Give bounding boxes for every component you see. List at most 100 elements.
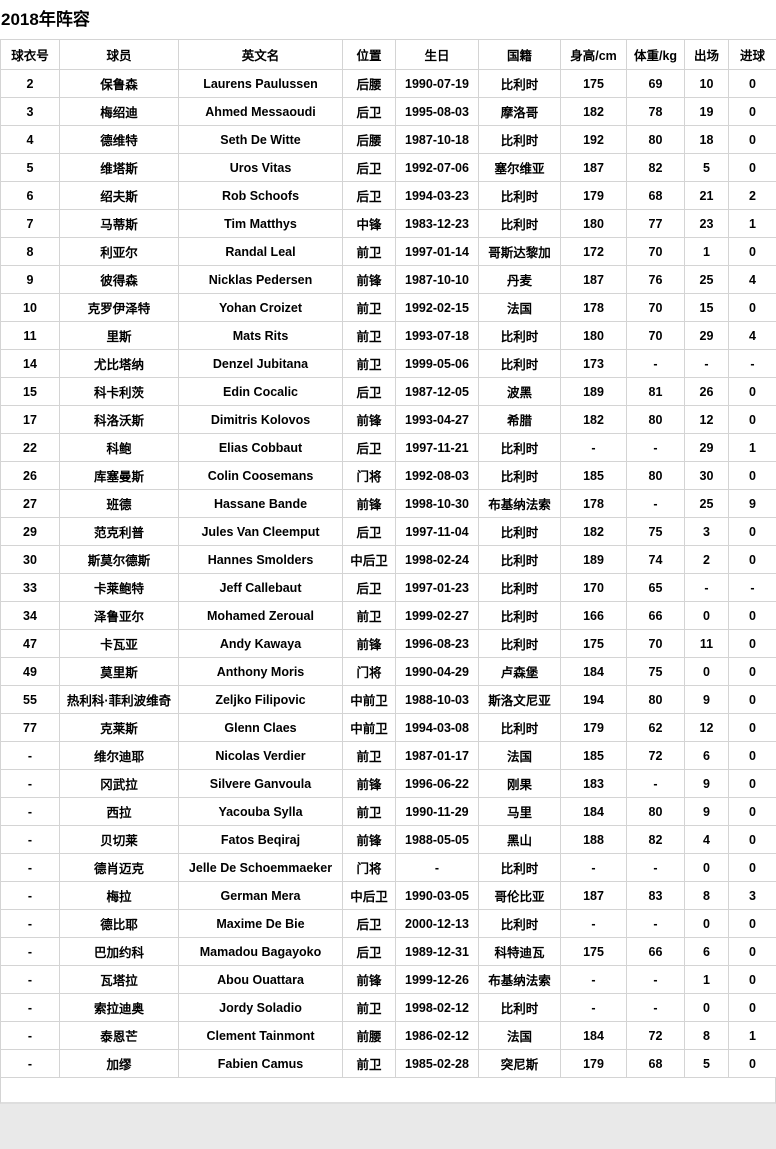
table-row: - 维尔迪耶 Nicolas Verdier 前卫 1987-01-17 法国 185 72 6… — [0, 741, 776, 770]
cell: 1 — [684, 965, 729, 994]
cell: 科鲍 — [59, 433, 179, 462]
cell: 0 — [684, 853, 729, 882]
cell: 62 — [626, 713, 685, 742]
cell: 0 — [728, 517, 776, 546]
cell: 门将 — [342, 853, 396, 882]
cell: 比利时 — [478, 69, 561, 98]
table-row: 22 科鲍 Elias Cobbaut 后卫 1997-11-21 比利时 - -29 1 — [0, 433, 776, 462]
cell: 1994-03-23 — [395, 181, 479, 210]
cell: - — [0, 965, 60, 994]
cell: 彼得森 — [59, 265, 179, 294]
table-row: 14 尤比塔纳 Denzel Jubitana 前卫 1999-05-06 比利时 173-… — [0, 349, 776, 378]
cell: - — [728, 349, 776, 378]
cell: 76 — [626, 265, 685, 294]
cell: 12 — [684, 405, 729, 434]
cell: 183 — [560, 769, 627, 798]
cell: 比利时 — [478, 461, 561, 490]
cell: 1990-04-29 — [395, 657, 479, 686]
cell: 185 — [560, 461, 627, 490]
cell: 194 — [560, 685, 627, 714]
cell: 0 — [728, 125, 776, 154]
cell: 66 — [626, 601, 685, 630]
cell: 175 — [560, 629, 627, 658]
cell: 19 — [684, 97, 729, 126]
cell: 29 — [684, 321, 729, 350]
cell: 后卫 — [342, 377, 396, 406]
table-body: 2 保鲁森 Laurens Paulussen 后腰 1990-07-19 比利时 175 6… — [0, 69, 776, 1078]
cell: 比利时 — [478, 853, 561, 882]
cell: 187 — [560, 881, 627, 910]
cell: 178 — [560, 489, 627, 518]
cell: Uros Vitas — [178, 153, 343, 182]
cell: 0 — [728, 937, 776, 966]
cell: 热利科·菲利波维奇 — [59, 685, 179, 714]
column-header: 生日 — [395, 39, 479, 70]
cell: 1987-01-17 — [395, 741, 479, 770]
cell: - — [728, 573, 776, 602]
column-header: 球衣号 — [0, 39, 60, 70]
cell: 1987-12-05 — [395, 377, 479, 406]
cell: 卢森堡 — [478, 657, 561, 686]
cell: 比利时 — [478, 713, 561, 742]
cell: Nicklas Pedersen — [178, 265, 343, 294]
cell: 前卫 — [342, 349, 396, 378]
cell: 0 — [728, 153, 776, 182]
cell: 0 — [728, 909, 776, 938]
cell: 4 — [728, 265, 776, 294]
cell: 比利时 — [478, 209, 561, 238]
table-row: 15 科卡利茨 Edin Cocalic 后卫 1987-12-05 波黑 189 81 26 0 — [0, 377, 776, 406]
cell: 8 — [684, 881, 729, 910]
cell: - — [684, 349, 729, 378]
cell: 门将 — [342, 461, 396, 490]
squad-roster-table: 球衣号 球员 英文名 位置 生日 国籍 身高/cm 体重/kg 出场 进球 2 保鲁森 Laurens… — [0, 39, 776, 1078]
cell: 前卫 — [342, 1049, 396, 1078]
cell: 维尔迪耶 — [59, 741, 179, 770]
cell: 1987-10-10 — [395, 265, 479, 294]
cell: 1998-10-30 — [395, 489, 479, 518]
cell: 184 — [560, 797, 627, 826]
cell: Glenn Claes — [178, 713, 343, 742]
cell: 塞尔维亚 — [478, 153, 561, 182]
cell: - — [395, 853, 479, 882]
cell: 78 — [626, 97, 685, 126]
table-row: 5 维塔斯 Uros Vitas 后卫 1992-07-06 塞尔维亚 187 82 5 0 — [0, 153, 776, 182]
cell: 中后卫 — [342, 881, 396, 910]
cell: 卡瓦亚 — [59, 629, 179, 658]
cell: 1992-07-06 — [395, 153, 479, 182]
cell: 0 — [728, 825, 776, 854]
column-header: 国籍 — [478, 39, 561, 70]
cell: 0 — [728, 293, 776, 322]
cell: 2 — [0, 69, 60, 98]
table-row: 47 卡瓦亚 Andy Kawaya 前锋 1996-08-23 比利时 175 70 11 0 — [0, 629, 776, 658]
cell: Silvere Ganvoula — [178, 769, 343, 798]
cell: 173 — [560, 349, 627, 378]
cell: 巴加约科 — [59, 937, 179, 966]
table-row: 27 班德 Hassane Bande 前锋 1998-10-30 布基纳法索 178-25… — [0, 489, 776, 518]
cell: 179 — [560, 713, 627, 742]
cell: 前锋 — [342, 965, 396, 994]
cell: 65 — [626, 573, 685, 602]
cell: 前卫 — [342, 797, 396, 826]
cell: 1997-11-21 — [395, 433, 479, 462]
cell: 4 — [684, 825, 729, 854]
cell: 70 — [626, 629, 685, 658]
cell: 14 — [0, 349, 60, 378]
cell: 8 — [684, 1021, 729, 1050]
cell: 6 — [0, 181, 60, 210]
cell: 克莱斯 — [59, 713, 179, 742]
cell: 80 — [626, 797, 685, 826]
table-row: - 泰恩芒 Clement Tainmont 前腰 1986-02-12 法国 184 72 8… — [0, 1021, 776, 1050]
column-header: 身高/cm — [560, 39, 627, 70]
cell: - — [0, 937, 60, 966]
cell: 后腰 — [342, 125, 396, 154]
cell: 1999-05-06 — [395, 349, 479, 378]
cell: 15 — [0, 377, 60, 406]
cell: 29 — [0, 517, 60, 546]
cell: 0 — [728, 545, 776, 574]
cell: 1992-02-15 — [395, 293, 479, 322]
cell: 2000-12-13 — [395, 909, 479, 938]
cell: 卡莱鲍特 — [59, 573, 179, 602]
cell: 1996-06-22 — [395, 769, 479, 798]
cell: 布基纳法索 — [478, 965, 561, 994]
